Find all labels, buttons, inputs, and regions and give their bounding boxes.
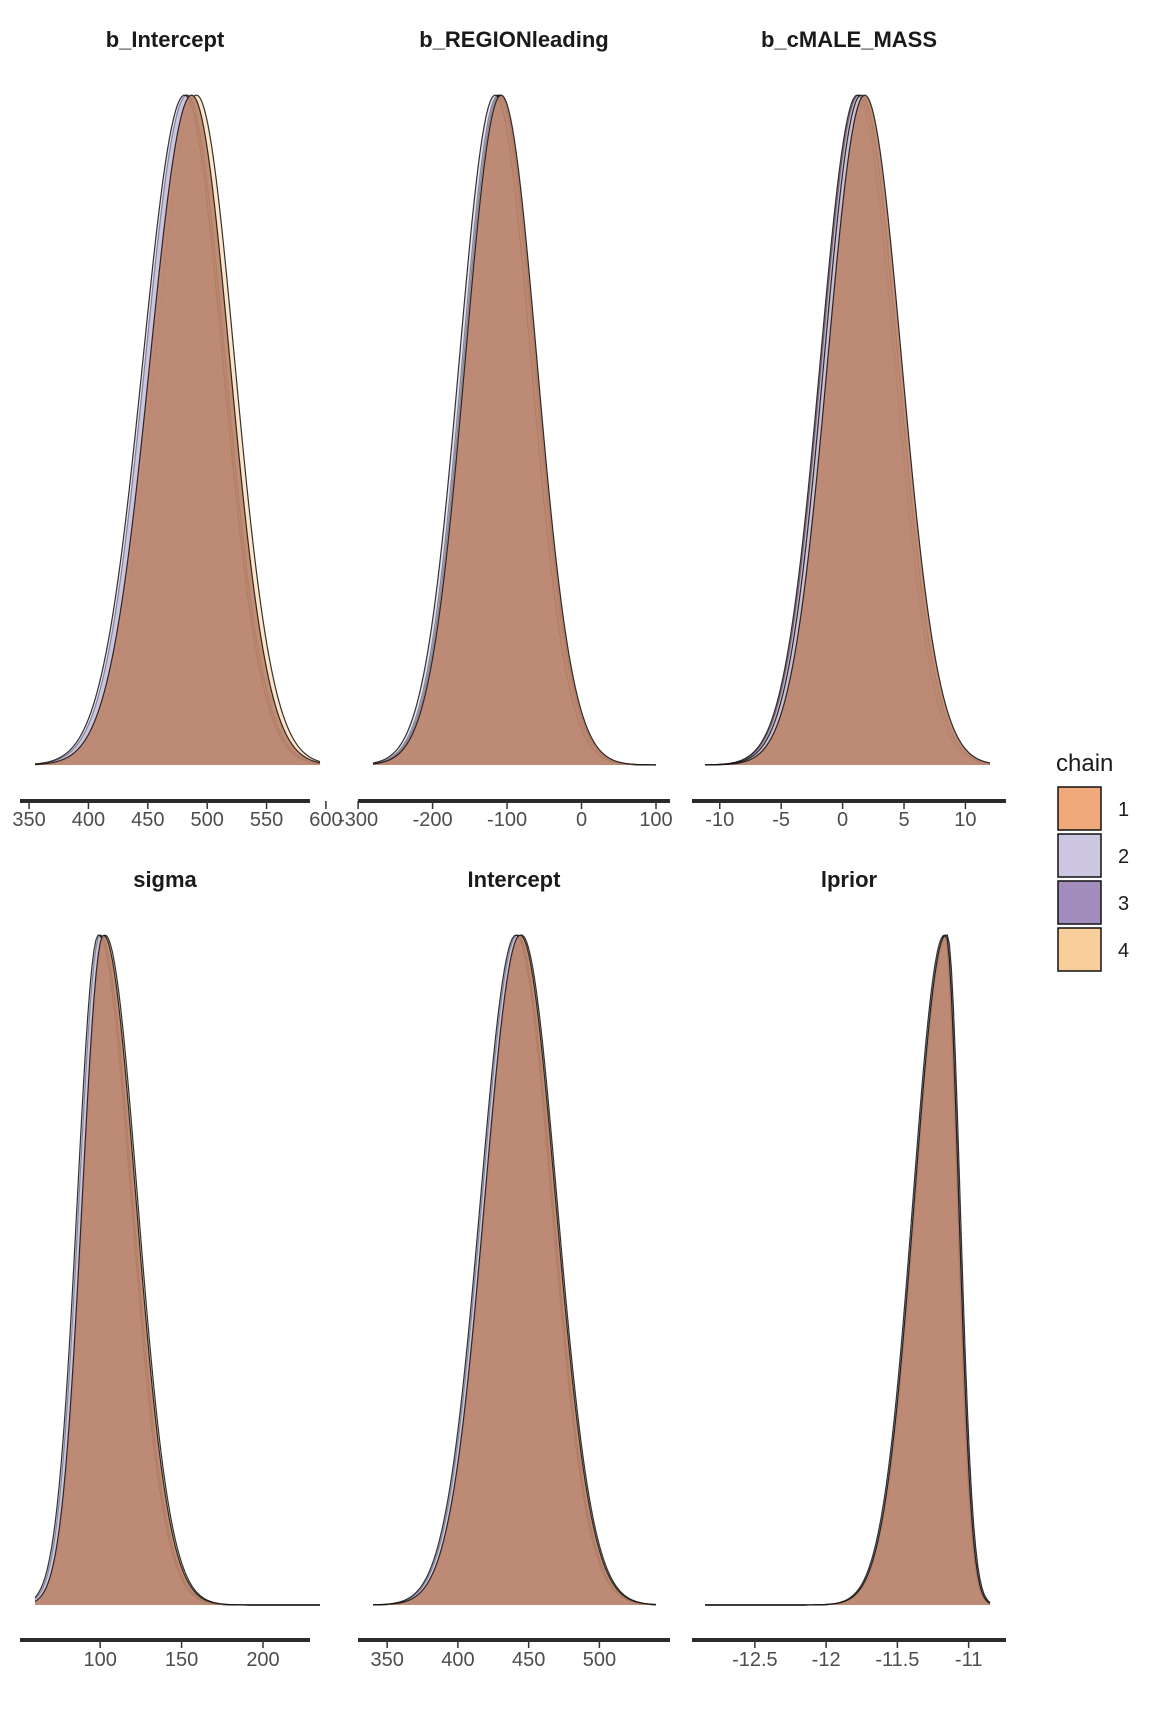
x-tick-label: -12.5 [732, 1649, 778, 1671]
x-tick-label: 10 [954, 809, 976, 831]
x-tick-label: 100 [639, 809, 672, 831]
legend-label-chain-1: 1 [1118, 799, 1129, 821]
x-tick-label: 0 [837, 809, 848, 831]
x-tick-label: 350 [370, 1649, 403, 1671]
panel-title: b_Intercept [106, 27, 225, 52]
x-tick-label: -11.5 [875, 1649, 919, 1671]
x-tick-label: -10 [705, 809, 734, 831]
x-tick-label: 400 [72, 809, 105, 831]
legend-title: chain [1056, 750, 1113, 777]
panel-intercept: Intercept 350 400 450 500 [358, 867, 670, 1671]
panel-title: b_REGIONleading [419, 27, 608, 52]
panel-sigma: sigma 100 150 200 [20, 867, 320, 1671]
density-line-chain-1 [372, 934, 657, 1606]
x-tick-label: 450 [131, 809, 164, 831]
density-fill-chain-1 [35, 935, 320, 1605]
x-tick-label: -100 [487, 809, 527, 831]
x-tick-label: 150 [165, 1649, 198, 1671]
panel-title: sigma [133, 867, 197, 892]
density-line-chain-1 [704, 94, 991, 766]
x-tick-label: 0 [576, 809, 587, 831]
x-tick-label: 500 [191, 809, 224, 831]
legend-label-chain-3: 3 [1118, 893, 1129, 915]
panel-b-intercept: b_Intercept 350 400 450 500 550 600 [12, 27, 342, 831]
x-tick-label: 350 [12, 809, 45, 831]
legend-label-chain-2: 2 [1118, 846, 1129, 868]
x-tick-label: 500 [583, 1649, 616, 1671]
panel-b-regionleading: b_REGIONleading -300 -200 -100 0 100 [338, 27, 673, 831]
panel-b-cmale-mass: b_cMALE_MASS -10 -5 0 5 10 [692, 27, 1006, 831]
x-tick-label: -200 [413, 809, 453, 831]
panel-title: Intercept [468, 867, 562, 892]
legend-swatch-chain-4 [1057, 927, 1102, 972]
x-tick-label: 200 [246, 1649, 279, 1671]
x-tick-label: -300 [338, 809, 378, 831]
x-tick-label: -12 [812, 1649, 841, 1671]
x-tick-label: 600 [309, 809, 342, 831]
density-line-chain-1 [34, 94, 321, 766]
density-fill-chain-1 [35, 95, 320, 765]
legend-swatch-chain-2 [1057, 833, 1102, 878]
legend-swatch-chain-1 [1057, 786, 1102, 831]
density-fill-chain-1 [373, 95, 656, 765]
density-fill-chain-1 [373, 935, 656, 1605]
density-line-chain-1 [34, 934, 320, 1606]
legend-label-chain-4: 4 [1118, 940, 1129, 962]
panel-lprior: lprior -12.5 -12 -11.5 -11 [692, 867, 1006, 1671]
x-tick-label: -11 [955, 1649, 982, 1671]
x-tick-label: 5 [898, 809, 909, 831]
density-fill-chain-1 [705, 935, 990, 1605]
x-tick-label: 450 [512, 1649, 545, 1671]
density-line-chain-1 [705, 934, 991, 1606]
x-tick-label: 400 [441, 1649, 474, 1671]
legend-swatch-chain-3 [1057, 880, 1102, 925]
density-fill-chain-1 [705, 95, 990, 765]
x-tick-label: -5 [772, 809, 790, 831]
panel-title: lprior [821, 867, 878, 892]
panel-title: b_cMALE_MASS [761, 27, 937, 52]
x-tick-label: 100 [83, 1649, 116, 1671]
density-line-chain-1 [372, 94, 657, 766]
x-tick-label: 550 [250, 809, 283, 831]
